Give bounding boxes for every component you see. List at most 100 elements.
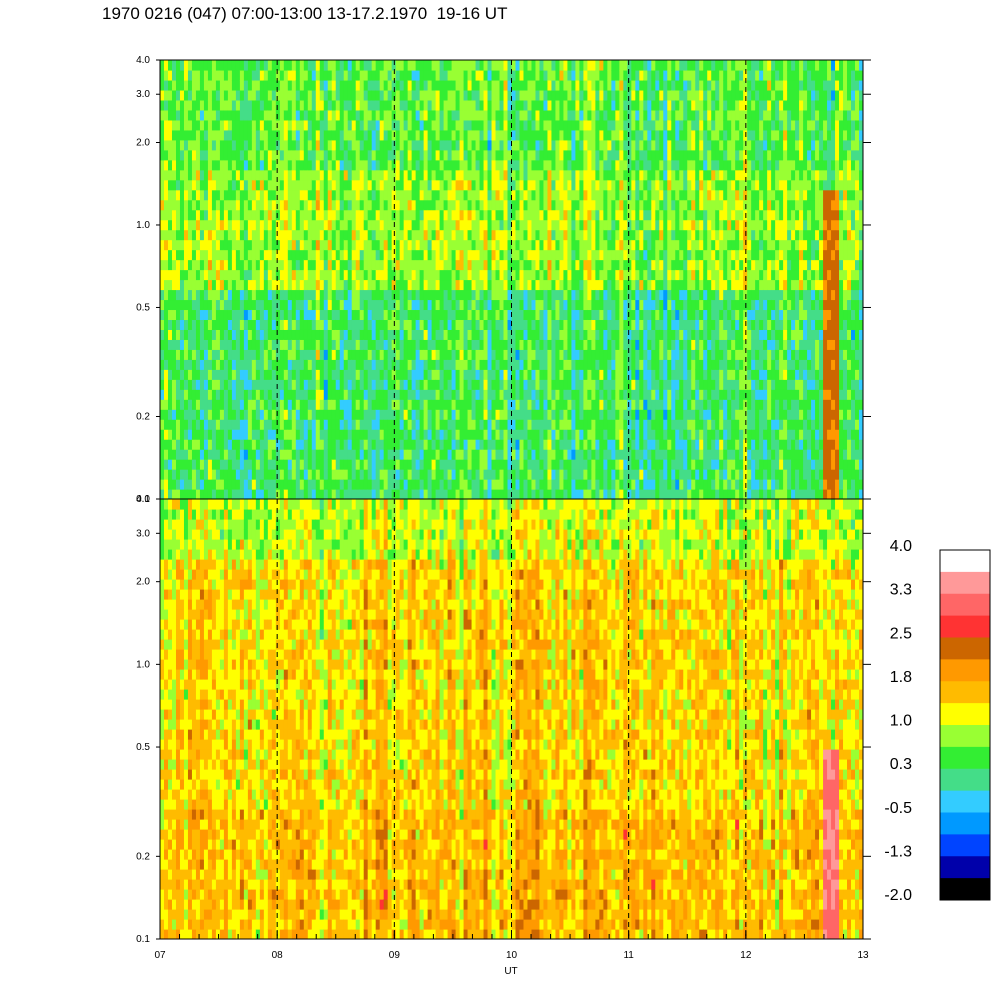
heatmap-cell xyxy=(391,429,397,440)
heatmap-cell xyxy=(187,349,193,360)
heatmap-cell xyxy=(211,349,217,360)
heatmap-cell xyxy=(523,219,529,231)
heatmap-cell xyxy=(371,399,377,410)
heatmap-cell xyxy=(579,489,584,499)
heatmap-cell xyxy=(403,229,409,241)
heatmap-cell xyxy=(279,319,285,330)
heatmap-cell xyxy=(559,209,565,221)
heatmap-cell xyxy=(403,349,409,360)
heatmap-cell xyxy=(160,479,165,490)
heatmap-cell xyxy=(539,329,545,340)
heatmap-cell xyxy=(395,129,401,141)
heatmap-cell xyxy=(263,439,269,450)
heatmap-cell xyxy=(167,369,173,380)
heatmap-cell xyxy=(275,439,281,450)
heatmap-cell xyxy=(431,319,437,330)
heatmap-cell xyxy=(543,379,549,390)
heatmap-cell xyxy=(515,79,521,91)
heatmap-cell xyxy=(215,209,221,221)
heatmap-cell xyxy=(431,399,437,410)
heatmap-cell xyxy=(475,489,481,499)
heatmap-cell xyxy=(267,119,273,131)
heatmap-cell xyxy=(567,229,573,241)
heatmap-cell xyxy=(579,419,584,430)
heatmap-cell xyxy=(287,69,293,81)
heatmap-cell xyxy=(175,69,181,81)
heatmap-cell xyxy=(327,209,333,221)
heatmap-cell xyxy=(160,229,165,241)
heatmap-cell xyxy=(171,89,177,101)
heatmap-cell xyxy=(331,189,337,201)
heatmap-cell xyxy=(463,389,469,400)
heatmap-cell xyxy=(407,149,413,161)
heatmap-cell xyxy=(371,479,377,490)
heatmap-cell xyxy=(495,89,501,101)
heatmap-cell xyxy=(319,299,325,311)
heatmap-cell xyxy=(275,259,281,271)
heatmap-cell xyxy=(207,179,213,191)
heatmap-cell xyxy=(187,339,193,350)
heatmap-cell xyxy=(179,459,185,470)
heatmap-cell xyxy=(431,459,437,470)
heatmap-cell xyxy=(423,339,429,350)
heatmap-cell xyxy=(539,139,545,151)
heatmap-cell xyxy=(287,419,293,430)
heatmap-cell xyxy=(163,469,169,480)
heatmap-cell xyxy=(295,329,301,340)
heatmap-cell xyxy=(563,399,569,410)
heatmap-cell xyxy=(251,189,257,201)
heatmap-cell xyxy=(351,419,357,430)
heatmap-cell xyxy=(451,449,457,460)
heatmap-cell xyxy=(259,369,265,380)
heatmap-cell xyxy=(607,419,612,430)
heatmap-cell xyxy=(367,339,373,350)
heatmap-cell xyxy=(575,269,580,281)
heatmap-cell xyxy=(535,419,541,430)
heatmap-cell xyxy=(523,169,529,181)
heatmap-cell xyxy=(451,249,457,261)
heatmap-cell xyxy=(307,269,313,281)
heatmap-cell xyxy=(183,159,189,171)
heatmap-cell xyxy=(439,469,445,480)
heatmap-cell xyxy=(335,179,341,191)
heatmap-cell xyxy=(419,199,425,211)
heatmap-cell xyxy=(295,219,301,231)
heatmap-cell xyxy=(535,179,541,191)
heatmap-cell xyxy=(515,199,521,211)
heatmap-cell xyxy=(591,419,596,430)
heatmap-cell xyxy=(367,429,373,440)
heatmap-cell xyxy=(383,309,389,321)
heatmap-cell xyxy=(167,459,173,470)
heatmap-cell xyxy=(535,229,541,241)
heatmap-cell xyxy=(307,60,313,71)
heatmap-cell xyxy=(519,189,525,201)
heatmap-cell xyxy=(467,409,473,420)
heatmap-cell xyxy=(171,119,177,131)
heatmap-cell xyxy=(239,469,245,480)
heatmap-cell xyxy=(431,409,437,420)
heatmap-cell xyxy=(283,489,289,499)
heatmap-cell xyxy=(203,169,209,181)
heatmap-cell xyxy=(203,119,209,131)
heatmap-cell xyxy=(435,169,441,181)
heatmap-cell xyxy=(527,339,533,350)
heatmap-cell xyxy=(435,189,441,201)
heatmap-cell xyxy=(219,129,225,141)
heatmap-cell xyxy=(231,169,237,181)
heatmap-cell xyxy=(219,79,225,91)
heatmap-cell xyxy=(355,449,361,460)
heatmap-cell xyxy=(535,449,541,460)
heatmap-cell xyxy=(535,209,541,221)
heatmap-cell xyxy=(555,60,561,71)
heatmap-cell xyxy=(587,89,592,101)
heatmap-cell xyxy=(439,329,445,340)
heatmap-cell xyxy=(447,259,453,271)
heatmap-cell xyxy=(591,479,596,490)
heatmap-cell xyxy=(331,249,337,261)
heatmap-cell xyxy=(191,329,197,340)
heatmap-cell xyxy=(515,429,521,440)
heatmap-cell xyxy=(311,449,317,460)
heatmap-cell xyxy=(479,99,485,111)
heatmap-cell xyxy=(539,229,545,241)
heatmap-cell xyxy=(263,489,269,499)
